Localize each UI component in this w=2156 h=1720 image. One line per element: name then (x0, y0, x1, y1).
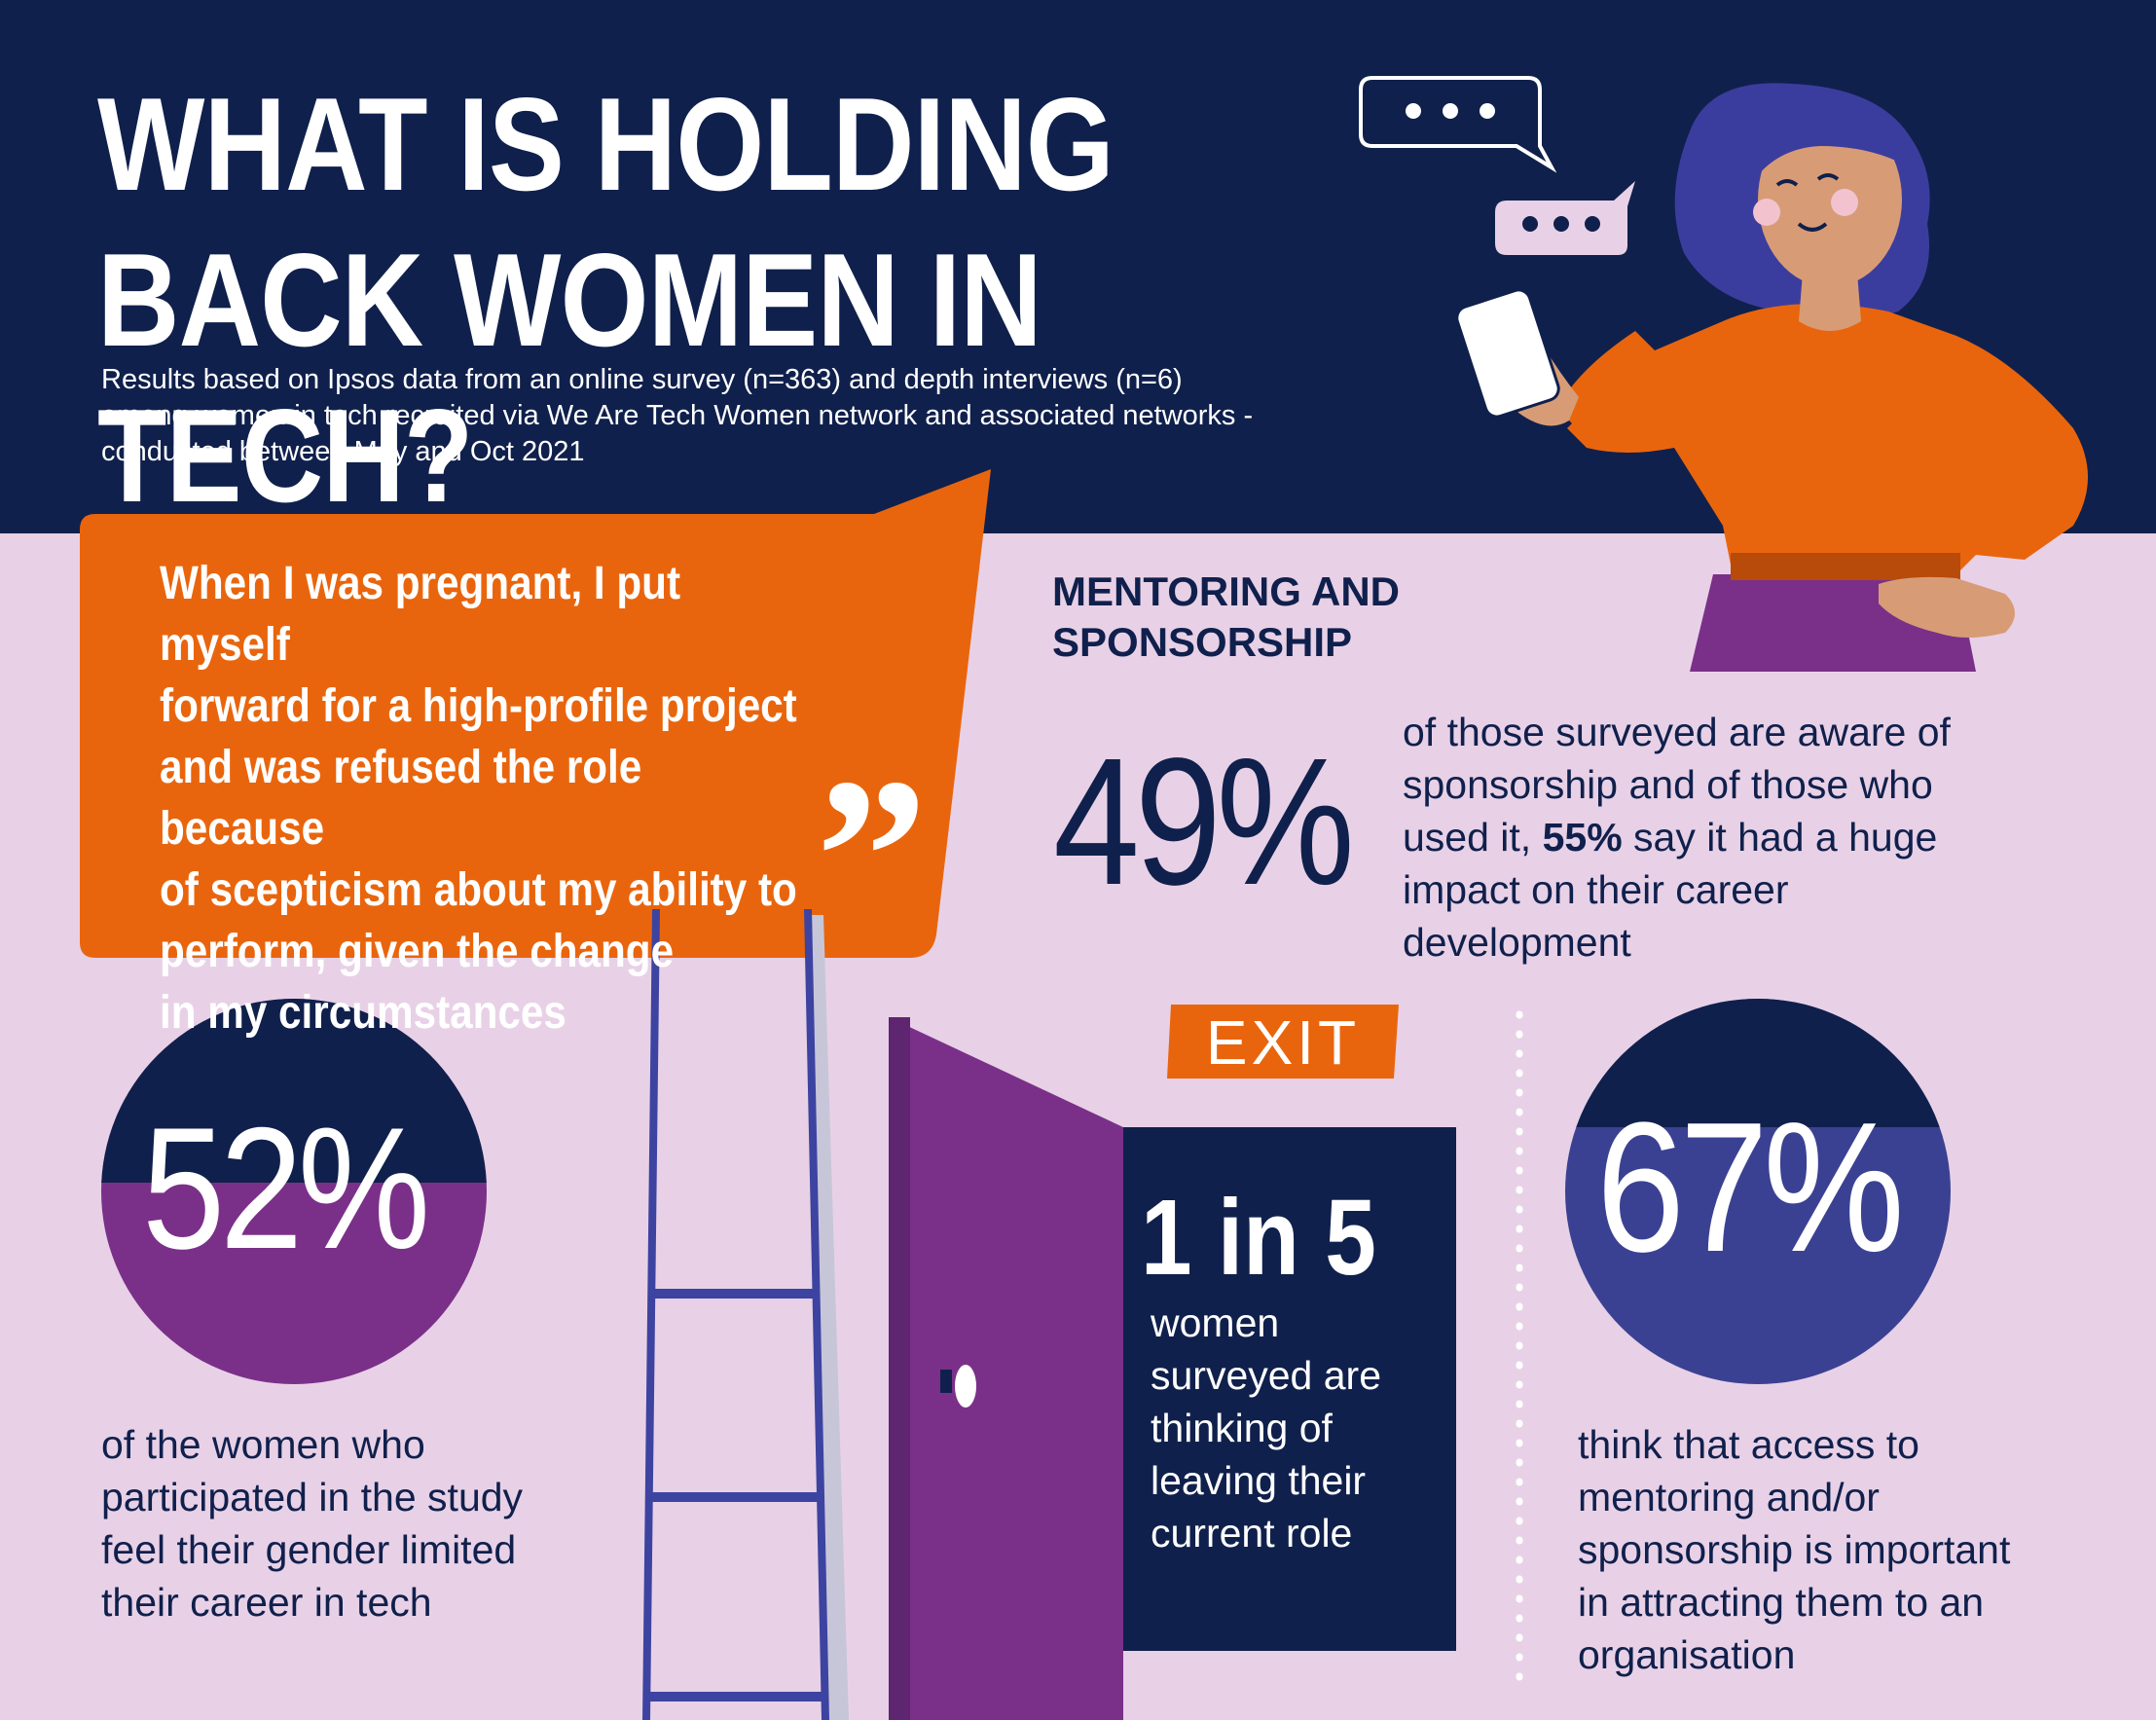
stat-55-highlight: 55% (1542, 815, 1623, 860)
stat-1-in-5-description: women surveyed are thinking of leaving t… (1151, 1297, 1443, 1559)
quote-line: and was refused the role because (160, 742, 642, 855)
woman-illustration (1455, 83, 2088, 672)
stat-67-line: in attracting them to an (1578, 1580, 1985, 1625)
stat-1-in-5-line: women (1151, 1300, 1280, 1345)
survey-source-note: Results based on Ipsos data from an onli… (101, 362, 1367, 470)
quote-line: forward for a high-profile project (160, 680, 797, 732)
stat-49-line: sponsorship and of those who (1403, 762, 1933, 807)
stat-49-line: of those surveyed are aware of (1403, 710, 1951, 754)
stat-1-in-5-line: surveyed are (1151, 1353, 1382, 1398)
stat-1-in-5-line: current role (1151, 1511, 1353, 1555)
stat-67-line: mentoring and/or (1578, 1475, 1880, 1519)
page-title: WHAT IS HOLDING BACK WOMEN IN TECH? (97, 66, 1269, 533)
stat-1-in-5-line: leaving their (1151, 1458, 1367, 1503)
source-line-3: conducted between May and Oct 2021 (101, 436, 585, 467)
stat-67-circle (1565, 999, 1951, 1384)
stat-67-line: sponsorship is important (1578, 1527, 2011, 1572)
stat-49-line: development (1403, 920, 1631, 965)
mentoring-heading: MENTORING AND SPONSORSHIP (1052, 567, 1539, 668)
mentoring-heading-line-1: MENTORING AND (1052, 568, 1400, 614)
title-line-1: WHAT IS HOLDING (97, 70, 1115, 218)
exit-sign (1167, 1005, 1399, 1079)
mentoring-heading-line-2: SPONSORSHIP (1052, 619, 1353, 665)
stat-67-line: organisation (1578, 1632, 1796, 1677)
quote-mark-icon: ” (816, 732, 928, 980)
stat-49-value: 49% (1053, 721, 1355, 923)
stat-67-value: 67% (1596, 1084, 1905, 1291)
quote-line: in my circumstances (160, 987, 566, 1039)
quote-line: perform, given the change (160, 926, 675, 977)
stat-52-line: feel their gender limited (101, 1527, 517, 1572)
stat-49-line: impact on their career (1403, 867, 1789, 912)
stat-52-line: of the women who (101, 1422, 425, 1467)
stat-52-description: of the women who participated in the stu… (101, 1418, 646, 1629)
ladder-icon (642, 909, 849, 1720)
quote-line: of scepticism about my ability to (160, 864, 797, 916)
quote-bubble (80, 469, 991, 958)
stat-67-description: think that access to mentoring and/or sp… (1578, 1418, 2123, 1681)
stat-49-line: used it, 55% say it had a huge (1403, 811, 2084, 863)
stat-67-line: think that access to (1578, 1422, 1919, 1467)
testimonial-quote: When I was pregnant, I put myself forwar… (160, 553, 811, 1043)
typing-bubble-icon (1495, 181, 1635, 255)
source-line-2: among women in tech recruited via We Are… (101, 400, 1254, 431)
chat-bubble-icon (1359, 76, 1557, 173)
exit-door-icon (889, 1017, 1456, 1720)
stat-49-line-post: say it had a huge (1622, 815, 1938, 860)
door-knob-icon (940, 1365, 976, 1408)
stat-49-description: of those surveyed are aware of sponsorsh… (1403, 706, 2084, 969)
title-line-2: BACK WOMEN IN TECH? (97, 226, 1042, 530)
stat-52-line: participated in the study (101, 1475, 524, 1519)
smartphone-icon (1455, 288, 1560, 419)
stat-49-line-pre: used it, (1403, 815, 1543, 860)
quote-line: When I was pregnant, I put myself (160, 558, 681, 671)
stat-52-line: their career in tech (101, 1580, 432, 1625)
exit-sign-label: EXIT (1205, 1007, 1361, 1078)
stat-1-in-5-value: 1 in 5 (1141, 1178, 1376, 1298)
stat-52-value: 52% (142, 1091, 430, 1285)
source-line-1: Results based on Ipsos data from an onli… (101, 364, 1183, 395)
stat-1-in-5-line: thinking of (1151, 1406, 1333, 1450)
